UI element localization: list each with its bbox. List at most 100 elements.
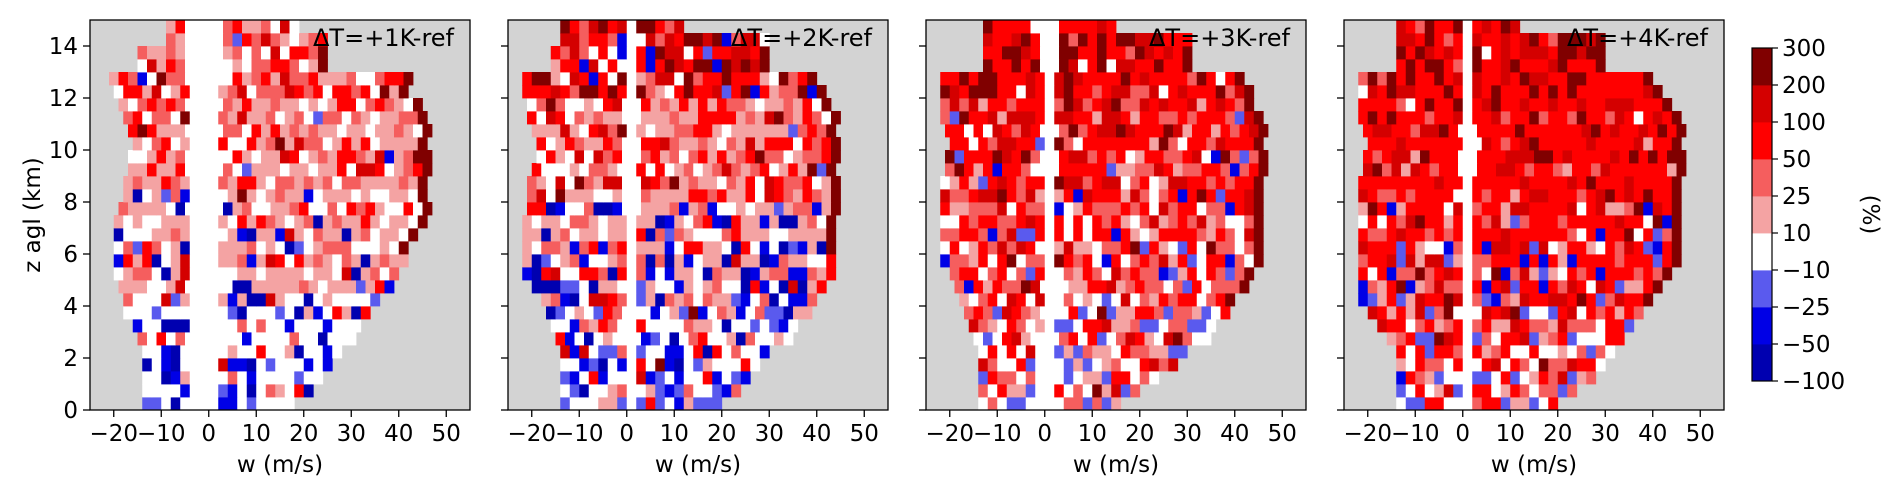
heatmap-cell — [769, 267, 780, 281]
heatmap-cell — [992, 306, 1003, 320]
heatmap-cell — [997, 358, 1008, 372]
heatmap-cell — [170, 215, 181, 229]
heatmap-cell — [1215, 293, 1226, 307]
heatmap-cell — [978, 228, 989, 242]
heatmap-cell — [1496, 124, 1506, 138]
heatmap-cell — [1633, 254, 1644, 268]
heatmap-cell — [750, 59, 761, 73]
heatmap-cell — [1139, 371, 1150, 385]
heatmap-cell — [1030, 46, 1041, 60]
heatmap-cell — [1434, 33, 1445, 47]
heatmap-cell — [284, 397, 295, 410]
heatmap-cell — [1367, 189, 1378, 203]
heatmap-cell — [717, 176, 727, 190]
heatmap-cell — [702, 124, 713, 138]
heatmap-cell — [1035, 384, 1046, 398]
heatmap-cell — [550, 215, 561, 229]
heatmap-cell — [204, 280, 214, 294]
heatmap-cell — [759, 163, 770, 177]
heatmap-cell — [588, 267, 599, 281]
heatmap-cell — [308, 150, 319, 164]
heatmap-cell — [1215, 72, 1226, 86]
heatmap-cell — [251, 33, 262, 47]
heatmap-cell — [1510, 319, 1521, 333]
heatmap-cell — [1149, 202, 1160, 216]
heatmap-cell — [128, 150, 138, 164]
heatmap-cell — [745, 189, 756, 203]
heatmap-cell — [721, 280, 732, 294]
heatmap-cell — [1101, 241, 1112, 255]
heatmap-cell — [356, 163, 366, 177]
heatmap-cell — [569, 384, 580, 398]
heatmap-cell — [337, 72, 347, 86]
heatmap-cell — [1614, 280, 1625, 294]
heatmap-cell — [199, 293, 210, 307]
heatmap-cell — [275, 384, 286, 398]
heatmap-cell — [1073, 371, 1084, 385]
heatmap-cell — [128, 98, 138, 112]
heatmap-cell — [403, 163, 414, 177]
heatmap-cell — [265, 176, 276, 190]
heatmap-cell — [997, 371, 1008, 385]
heatmap-cell — [631, 150, 642, 164]
heatmap-cell — [655, 345, 666, 359]
heatmap-cell — [1662, 98, 1673, 112]
heatmap-cell — [1377, 137, 1388, 151]
heatmap-cell — [1548, 98, 1559, 112]
heatmap-cell — [1662, 111, 1673, 125]
heatmap-cell — [669, 111, 680, 125]
heatmap-cells — [1358, 20, 1687, 410]
heatmap-cell — [636, 358, 647, 372]
heatmap-cell — [1462, 228, 1473, 242]
heatmap-cell — [1586, 254, 1597, 268]
heatmap-cell — [1158, 319, 1169, 333]
heatmap-cell — [189, 189, 200, 203]
heatmap-cell — [327, 202, 338, 216]
heatmap-cell — [622, 111, 632, 125]
heatmap-cell — [1443, 397, 1454, 410]
heatmap-cell — [1130, 319, 1141, 333]
heatmap-cell — [1424, 59, 1435, 73]
heatmap-cell — [764, 306, 775, 320]
heatmap-cell — [560, 20, 571, 34]
heatmap-cell — [365, 202, 376, 216]
heatmap-cell — [1367, 215, 1378, 229]
heatmap-cell — [337, 332, 347, 346]
heatmap-cell — [1543, 163, 1554, 177]
heatmap-cell — [1177, 189, 1188, 203]
heatmap-cell — [185, 163, 195, 177]
heatmap-cell — [636, 85, 647, 99]
heatmap-cell — [1472, 228, 1483, 242]
heatmap-cell — [1154, 46, 1164, 60]
heatmap-cell — [674, 59, 685, 73]
heatmap-cell — [1073, 98, 1084, 112]
heatmap-cell — [636, 371, 647, 385]
heatmap-cell — [208, 85, 219, 99]
heatmap-cell — [1059, 33, 1069, 47]
heatmap-cell — [389, 267, 400, 281]
heatmap-cell — [308, 163, 319, 177]
heatmap-cell — [626, 254, 637, 268]
heatmap-cell — [275, 371, 286, 385]
heatmap-cell — [1196, 111, 1207, 125]
heatmap-cell — [322, 215, 333, 229]
heatmap-cell — [1424, 345, 1435, 359]
heatmap-cell — [1073, 111, 1084, 125]
heatmap-cell — [194, 46, 205, 60]
heatmap-cell — [1125, 306, 1136, 320]
heatmap-cell — [1671, 215, 1682, 229]
heatmap-cell — [1078, 306, 1088, 320]
heatmap-cell — [721, 228, 732, 242]
heatmap-cell — [1054, 241, 1065, 255]
heatmap-cell — [693, 241, 704, 255]
heatmap-cell — [1462, 371, 1473, 385]
heatmap-cell — [1144, 150, 1155, 164]
heatmap-cell — [1576, 228, 1587, 242]
colorbar-tick-label: −25 — [1782, 295, 1831, 321]
heatmap-cell — [246, 371, 257, 385]
heatmap-cell — [147, 150, 157, 164]
heatmap-cell — [550, 254, 561, 268]
heatmap-cell — [607, 215, 618, 229]
heatmap-cell — [1054, 293, 1065, 307]
heatmap-cell — [299, 46, 309, 60]
